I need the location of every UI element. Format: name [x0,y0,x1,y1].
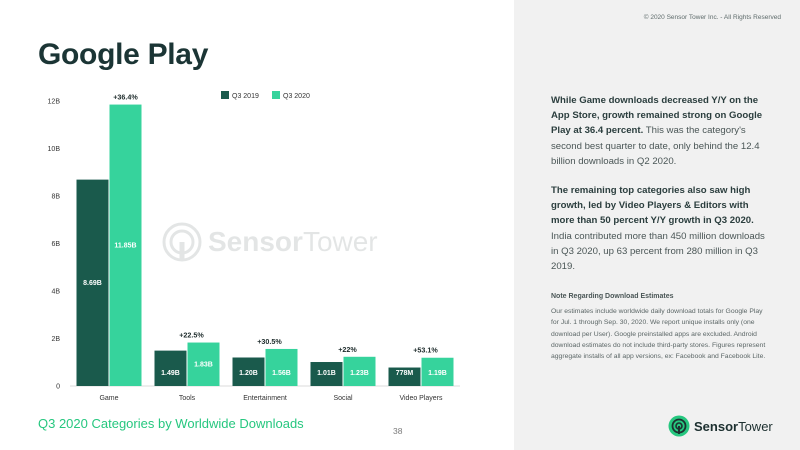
growth-label: +36.4% [113,93,138,102]
note-title: Note Regarding Download Estimates [551,293,674,300]
growth-label: +30.5% [257,337,282,346]
bar-q3-2020 [421,357,454,386]
bar-value-label: 1.83B [194,361,213,368]
legend-label: Q3 2019 [232,93,259,100]
legend-swatch [221,91,229,99]
bar-q3-2019 [388,367,421,386]
commentary-paragraph-1: While Game downloads decreased Y/Y on th… [551,95,763,167]
logo-text: SensorTower [694,418,773,434]
bar-q3-2020 [109,104,142,386]
y-tick-label: 8B [51,194,60,201]
y-tick-label: 2B [51,336,60,343]
bar-value-label: 11.85B [114,242,136,249]
sensortower-logo-icon [668,415,690,437]
page-number: 38 [393,426,403,436]
chart-subtitle: Q3 2020 Categories by Worldwide Download… [38,416,304,431]
bar-q3-2019 [310,362,343,386]
bar-value-label: 1.19B [428,370,447,377]
y-tick-label: 0 [56,384,60,391]
bar-value-label: 778M [396,370,414,377]
legend-label: Q3 2020 [283,93,310,100]
copyright-text: © 2020 Sensor Tower Inc. - All Rights Re… [643,14,781,21]
growth-label: +22% [338,345,357,354]
bar-value-label: 1.23B [350,370,369,377]
commentary-paragraph-2: The remaining top categories also saw hi… [551,185,765,273]
x-category-label: Entertainment [243,395,287,402]
bar-q3-2019 [232,357,265,386]
bar-q3-2020 [187,342,220,386]
bar-q3-2019 [154,350,187,386]
right-panel [514,0,800,450]
growth-label: +53.1% [413,346,438,355]
bar-value-label: 1.20B [239,370,258,377]
legend-swatch [272,91,280,99]
x-category-label: Game [99,395,118,402]
y-tick-label: 10B [48,146,61,153]
y-tick-label: 4B [51,289,60,296]
bar-value-label: 1.01B [317,370,336,377]
note-text: Our estimates include worldwide daily do… [551,308,766,361]
x-category-label: Social [333,395,353,402]
watermark-logo-icon [162,222,202,262]
bar-value-label: 1.49B [161,370,180,377]
x-category-label: Video Players [399,395,443,402]
x-category-label: Tools [179,395,196,402]
sensortower-logo: SensorTower [668,415,773,437]
y-tick-label: 12B [48,99,61,106]
bar-q3-2020 [265,348,298,386]
watermark-text: SensorTower [208,226,378,257]
growth-label: +22.5% [179,331,204,340]
downloads-bar-chart: 0 2B 4B 6B 8B 10B 12B 8.69B 11.85B +36.4% Game 1.49… [48,91,460,402]
watermark: SensorTower [162,222,378,262]
bar-value-label: 1.56B [272,370,291,377]
bar-q3-2020 [343,356,376,386]
bar-q3-2019 [76,179,109,386]
y-tick-label: 6B [51,241,60,248]
page-title: Google Play [38,38,209,71]
bar-value-label: 8.69B [83,280,102,287]
